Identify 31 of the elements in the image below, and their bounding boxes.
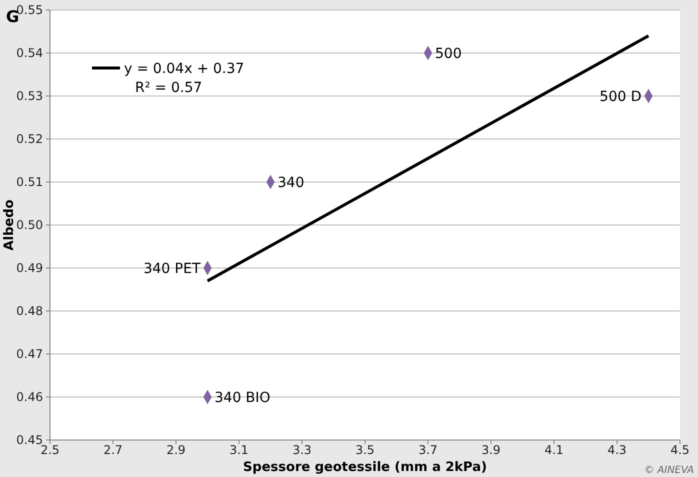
annotation: 340 BIO	[214, 390, 270, 406]
x-axis-title: Spessore geotessile (mm a 2kPa)	[243, 460, 487, 475]
x-tick-label: 2.7	[103, 443, 123, 458]
y-tick-label: 0.54	[16, 46, 43, 60]
x-tick-label: 3.3	[292, 443, 312, 458]
annotation: 340 PET	[143, 261, 201, 277]
x-tick-label: 4.5	[670, 443, 690, 458]
y-tick-label: 0.51	[16, 174, 43, 189]
y-axis-title: Albedo	[2, 200, 17, 250]
x-tick-label: 3.7	[418, 443, 438, 458]
y-tick-label: 0.50	[16, 218, 43, 232]
text: © AINEVA	[644, 465, 694, 476]
y-tick-label: 0.52	[16, 132, 43, 146]
y-tick-label: 0.47	[16, 346, 43, 361]
annotation: 340	[278, 175, 304, 191]
y-tick-label: 0.46	[16, 390, 43, 404]
x-tick-label: 3.1	[229, 443, 249, 458]
annotation: 500	[435, 46, 462, 62]
y-tick-label: 0.45	[16, 432, 43, 447]
y-tick-label: 0.49	[16, 260, 43, 275]
x-tick-label: 3.9	[481, 443, 501, 458]
x-tick-label: 2.9	[166, 443, 186, 458]
y-tick-label: 0.48	[16, 304, 43, 318]
x-tick-label: 4.3	[607, 443, 627, 458]
x-tick-label: 4.1	[544, 443, 564, 458]
x-tick-label: 3.5	[355, 443, 375, 458]
y-tick-label: 0.53	[16, 88, 43, 103]
annotation: R² = 0.57	[135, 80, 202, 96]
legend-label: y = 0.04x + 0.37	[124, 61, 244, 77]
annotation: 500 D	[600, 89, 642, 105]
x-tick-label: 2.5	[40, 443, 60, 458]
